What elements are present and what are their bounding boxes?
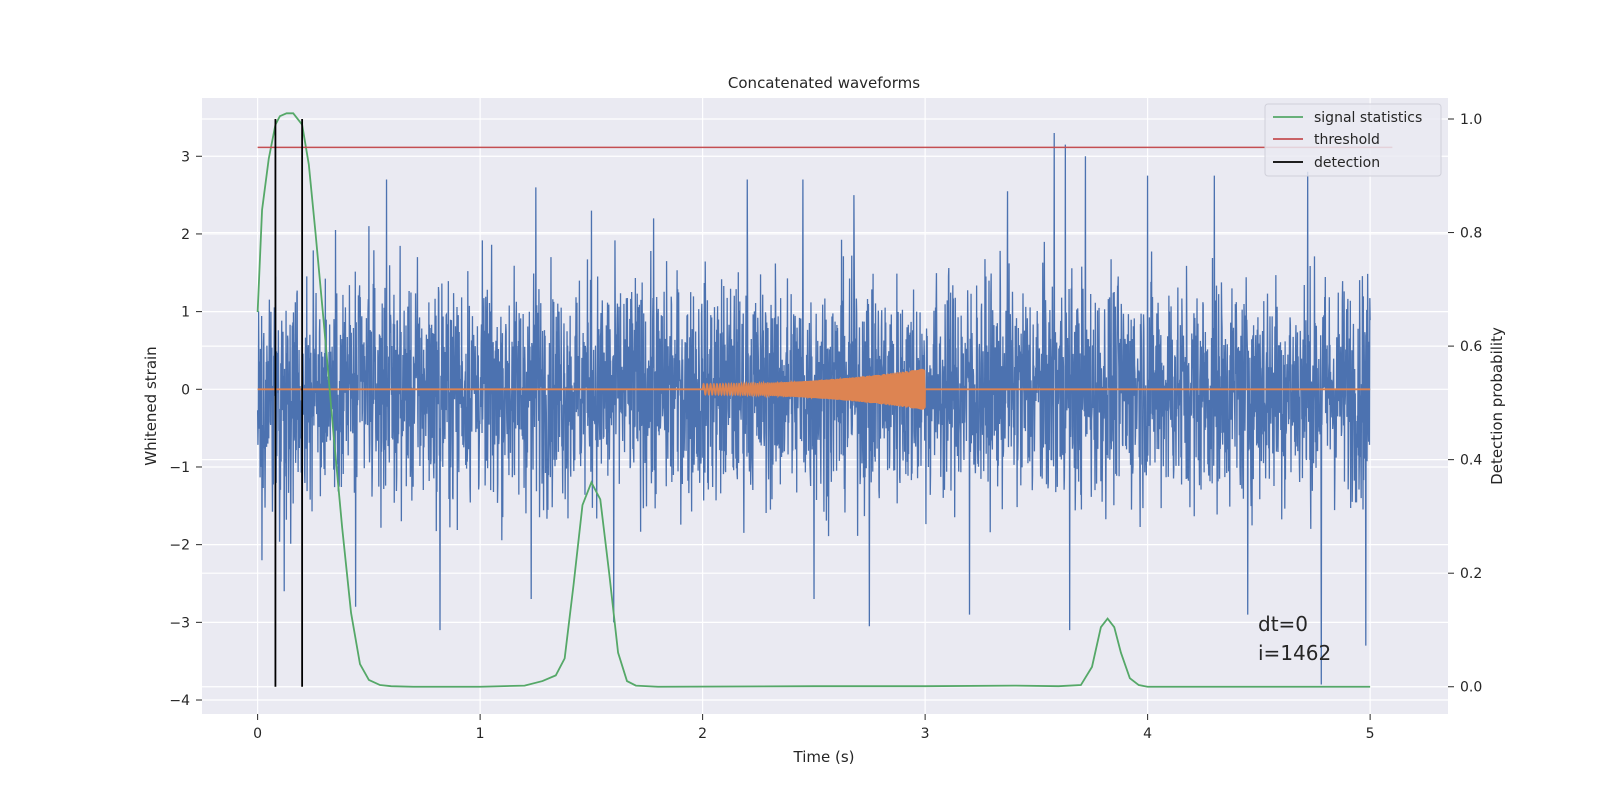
y-right-tick-label: 0.2 xyxy=(1460,566,1482,582)
signal-statistics-series xyxy=(256,112,1371,688)
y-tick-label: −1 xyxy=(169,460,190,476)
y-tick-label: −3 xyxy=(169,615,190,631)
legend-box xyxy=(1264,103,1442,177)
y-tick-label: 2 xyxy=(181,227,190,243)
annotation-dt: dt=0 xyxy=(1258,612,1308,636)
legend-label-threshold: threshold xyxy=(1314,132,1380,148)
detection-series xyxy=(274,119,304,687)
x-tick-label: 1 xyxy=(476,726,485,742)
y-tick-label: 1 xyxy=(181,305,190,321)
x-tick-label: 0 xyxy=(253,726,262,742)
strain-series xyxy=(256,132,1371,685)
y-right-tick-label: 0.4 xyxy=(1460,453,1482,469)
y-tick-label: 0 xyxy=(181,382,190,398)
legend-label-detection: detection xyxy=(1314,155,1380,171)
y-axis-left: 3 2 1 0 −1 −2 −3 −4 xyxy=(169,149,202,709)
injection-chirp xyxy=(701,368,926,410)
x-tick-label: 3 xyxy=(921,726,930,742)
y-tick-label: 3 xyxy=(181,149,190,165)
x-axis-label: Time (s) xyxy=(793,748,855,766)
y-axis-right-label: Detection probability xyxy=(1488,327,1506,485)
y-right-tick-label: 0.8 xyxy=(1460,226,1482,242)
y-axis-label: Whitened strain xyxy=(142,346,160,465)
legend: signal statistics threshold detection xyxy=(1264,103,1442,177)
annotation-i: i=1462 xyxy=(1258,641,1331,665)
y-right-tick-label: 1.0 xyxy=(1460,112,1482,128)
chart-title: Concatenated waveforms xyxy=(728,74,920,92)
x-tick-label: 5 xyxy=(1366,726,1375,742)
y-tick-label: −2 xyxy=(169,538,190,554)
y-axis-right: 1.0 0.8 0.6 0.4 0.2 0.0 xyxy=(1448,112,1482,696)
legend-label-signal-statistics: signal statistics xyxy=(1314,110,1422,126)
y-tick-label: −4 xyxy=(169,693,190,709)
y-right-tick-label: 0.0 xyxy=(1460,680,1482,696)
x-axis: 0 1 2 3 4 5 xyxy=(253,714,1375,742)
x-tick-label: 2 xyxy=(698,726,707,742)
y-right-tick-label: 0.6 xyxy=(1460,339,1482,355)
x-tick-label: 4 xyxy=(1143,726,1152,742)
